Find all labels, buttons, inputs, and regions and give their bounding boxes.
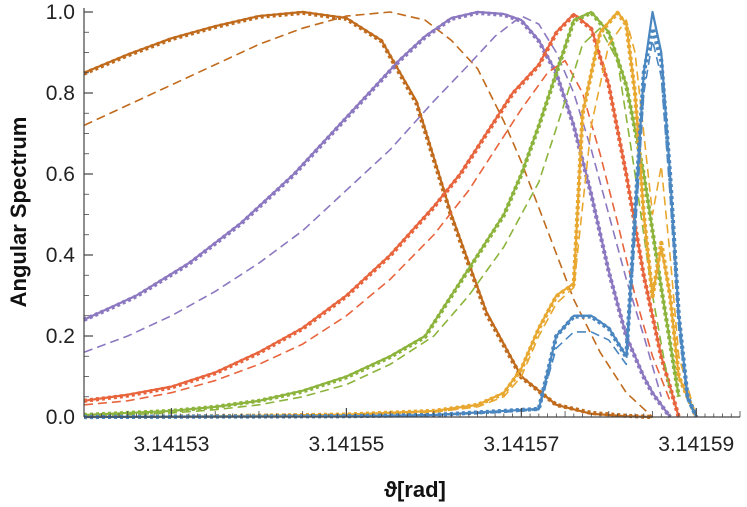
series-line-12 <box>83 10 698 419</box>
y-tick-label-2: 0.4 <box>46 244 76 267</box>
series-line-16 <box>83 26 699 420</box>
series-line-0 <box>83 10 653 419</box>
x-tick-label-3: 3.14159 <box>658 433 734 456</box>
series-line-17 <box>83 39 697 418</box>
series-line-6 <box>83 12 680 418</box>
series-line-2 <box>83 11 654 418</box>
axes-layer: 0.0 0.2 0.4 0.6 0.8 1.0 3.14153 3.14155 3.14157 3… <box>46 1 741 456</box>
y-tick-label-0: 0.0 <box>46 406 75 429</box>
series-line-5 <box>83 15 663 397</box>
series-line-13 <box>83 10 699 420</box>
y-axis-title: Angular Spectrum <box>6 117 31 308</box>
y-tick-label-5: 1.0 <box>46 1 75 24</box>
x-axis-title: ϑ[rad] <box>384 477 446 502</box>
x-tick-label-2: 3.14157 <box>483 433 559 456</box>
y-tick-label-3: 0.6 <box>46 163 75 186</box>
series-line-1 <box>83 10 653 420</box>
series-line-7 <box>83 12 681 418</box>
series-line-10 <box>83 10 681 418</box>
y-tick-label-4: 0.8 <box>46 82 75 105</box>
series-line-9 <box>83 10 680 417</box>
x-tick-label-0: 3.14153 <box>134 433 210 456</box>
y-tick-label-1: 0.2 <box>46 325 75 348</box>
series-line-8 <box>83 59 671 406</box>
x-tick-label-1: 3.14155 <box>308 433 384 456</box>
series-line-3 <box>83 10 671 418</box>
series-line-11 <box>83 27 671 417</box>
series-layer <box>83 10 699 420</box>
series-line-14 <box>83 19 698 418</box>
series-line-4 <box>83 10 672 419</box>
